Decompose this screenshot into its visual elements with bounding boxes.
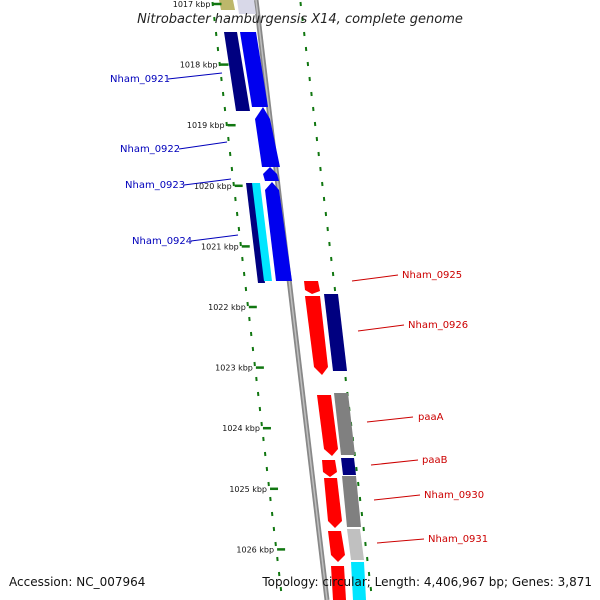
genome-backbone	[253, 0, 330, 600]
gene-leader-line	[351, 274, 399, 282]
feature-nham-0922[interactable]	[255, 107, 280, 167]
kbp-tick-label: 1026 kbp	[236, 545, 274, 554]
feature-nham-0930-red[interactable]	[324, 478, 342, 528]
feature-nham-0925[interactable]	[304, 281, 320, 294]
feature-nham-0921-navy[interactable]	[224, 32, 250, 111]
kbp-tick-label: 1024 kbp	[222, 424, 260, 433]
kbp-tick-label: 1025 kbp	[229, 485, 267, 494]
forward-strand-features	[304, 281, 366, 600]
gene-labels: Nham_0921 Nham_0922 Nham_0923 Nham_0924 Nham…	[110, 72, 488, 545]
gene-leader-line	[190, 234, 239, 242]
gene-label-paab[interactable]: paaB	[422, 455, 448, 466]
feature-nham-0930-grey[interactable]	[342, 476, 361, 527]
genome-title: Nitrobacter hamburgensis X14, complete g…	[137, 12, 463, 27]
feature-nham-0924-navy[interactable]	[246, 183, 265, 283]
feature-paaA-red[interactable]	[317, 395, 338, 456]
accession-text: Accession: NC_007964	[9, 575, 145, 589]
feature-paaB-red[interactable]	[322, 460, 337, 477]
gene-leader-line	[357, 324, 405, 332]
feature-olive-top[interactable]	[219, 0, 235, 10]
gene-leader-line	[183, 178, 232, 186]
feature-nham-0931-red[interactable]	[328, 531, 345, 562]
gene-label-nham-0922[interactable]: Nham_0922	[120, 144, 180, 155]
feature-nham-0926-red[interactable]	[305, 296, 328, 375]
feature-paaB-navy[interactable]	[341, 458, 356, 475]
feature-paaA-grey[interactable]	[334, 393, 355, 455]
gene-label-nham-0930[interactable]: Nham_0930	[424, 490, 484, 501]
kbp-tick-label: 1019 kbp	[187, 121, 225, 130]
feature-bottom-cyan[interactable]	[351, 562, 366, 600]
genome-summary-text: Topology: circular; Length: 4,406,967 bp…	[261, 575, 592, 589]
gene-leader-line	[178, 141, 228, 150]
gene-leader-line	[376, 538, 425, 544]
feature-nham-0923[interactable]	[263, 167, 279, 181]
kbp-tick-label: 1021 kbp	[201, 242, 239, 251]
gene-label-nham-0923[interactable]: Nham_0923	[125, 180, 185, 191]
gene-label-nham-0924[interactable]: Nham_0924	[132, 236, 192, 247]
gene-leader-line	[366, 416, 414, 423]
kbp-tick-label: 1020 kbp	[194, 182, 232, 191]
kbp-tick-label: 1017 kbp	[173, 0, 211, 9]
gene-label-nham-0926[interactable]: Nham_0926	[408, 320, 468, 331]
gene-label-paaa[interactable]: paaA	[418, 412, 444, 423]
gene-label-nham-0931[interactable]: Nham_0931	[428, 534, 488, 545]
reverse-strand-features	[219, 0, 292, 283]
feature-nham-0931-lightgrey[interactable]	[347, 529, 364, 560]
kbp-tick-label: 1023 kbp	[215, 364, 253, 373]
gene-leader-line	[370, 459, 419, 466]
feature-nham-0924-blue[interactable]	[265, 182, 292, 281]
kbp-tick-label: 1022 kbp	[208, 303, 246, 312]
kbp-tick-label: 1018 kbp	[180, 61, 218, 70]
feature-nham-0926-navy[interactable]	[324, 294, 347, 371]
feature-grey-top[interactable]	[237, 0, 256, 14]
dotted-guide-tracks	[211, 1, 373, 592]
feature-nham-0921-blue[interactable]	[240, 32, 268, 107]
kbp-axis: 1017 kbp 1018 kbp 1019 kbp 1020 kbp 1021 kbp…	[173, 0, 286, 554]
gene-label-nham-0925[interactable]: Nham_0925	[402, 270, 462, 281]
feature-nham-0924-cyan[interactable]	[252, 183, 272, 281]
feature-bottom-red[interactable]	[331, 566, 346, 600]
gene-leader-line	[373, 494, 421, 501]
gene-label-nham-0921[interactable]: Nham_0921	[110, 74, 170, 85]
gene-leader-line	[167, 72, 223, 80]
